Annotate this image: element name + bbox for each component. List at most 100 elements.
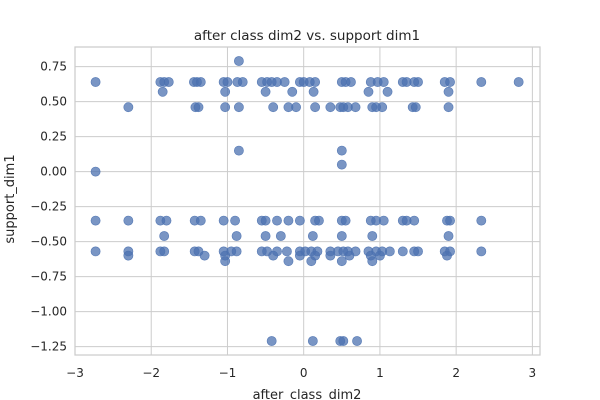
data-point: [90, 215, 101, 226]
data-point: [231, 246, 242, 257]
data-point: [443, 102, 454, 113]
data-point: [294, 215, 305, 226]
data-point: [260, 231, 271, 241]
data-point: [268, 250, 279, 261]
data-point: [308, 86, 319, 97]
chart-title: after class dim2 vs. support dim1: [194, 28, 420, 44]
data-point: [237, 77, 248, 87]
data-points: [90, 56, 524, 346]
data-point: [367, 231, 378, 241]
x-tick-label: 2: [452, 366, 460, 380]
y-tick-label: −1.25: [30, 340, 67, 354]
data-point: [123, 102, 134, 113]
data-point: [195, 215, 206, 226]
data-point: [294, 250, 305, 261]
x-axis-label: after_class_dim2: [253, 388, 362, 400]
data-point: [272, 215, 282, 226]
data-point: [220, 102, 231, 113]
data-point: [476, 246, 487, 257]
data-point: [325, 102, 336, 113]
x-tick-label: 3: [529, 366, 537, 380]
x-tick-label: −1: [219, 366, 237, 380]
data-point: [279, 77, 290, 87]
data-point: [233, 145, 244, 156]
y-tick-label: 0.50: [40, 95, 67, 109]
data-point: [476, 77, 487, 87]
data-point: [382, 86, 393, 97]
data-point: [230, 215, 240, 226]
data-point: [287, 86, 298, 97]
data-point: [307, 231, 318, 241]
data-point: [378, 77, 389, 87]
data-point: [282, 246, 292, 257]
y-tick-label: 0.00: [40, 165, 67, 179]
data-point: [336, 231, 347, 241]
data-point: [90, 246, 101, 257]
data-point: [193, 102, 204, 113]
data-point: [90, 77, 101, 87]
x-tick-label: 1: [376, 366, 384, 380]
x-tick-label: −2: [142, 366, 160, 380]
data-point: [260, 86, 271, 97]
y-tick-label: −1.00: [30, 305, 67, 319]
data-point: [283, 215, 294, 226]
data-point: [233, 102, 244, 113]
data-point: [163, 77, 174, 87]
data-point: [195, 77, 206, 87]
data-point: [283, 256, 294, 267]
data-point: [220, 86, 231, 97]
data-point: [231, 231, 242, 241]
data-point: [476, 215, 487, 226]
data-point: [218, 215, 229, 226]
data-point: [378, 215, 389, 226]
data-point: [367, 256, 378, 267]
y-tick-label: 0.75: [40, 60, 67, 74]
data-point: [123, 250, 134, 261]
data-point: [266, 336, 277, 346]
data-point: [413, 77, 423, 87]
data-point: [310, 102, 321, 113]
data-point: [363, 86, 374, 97]
y-tick-label: −0.50: [30, 235, 67, 249]
data-point: [352, 336, 362, 346]
data-point: [325, 250, 336, 261]
y-tick-label: −0.75: [30, 270, 67, 284]
data-point: [413, 246, 423, 257]
data-point: [310, 77, 321, 87]
data-point: [307, 336, 318, 346]
grid-lines: [74, 47, 540, 355]
x-tick-label: 0: [300, 366, 308, 380]
data-point: [260, 215, 271, 226]
y-tick-label: 0.25: [40, 130, 67, 144]
plot-frame: [74, 46, 541, 356]
y-axis-label: support_dim1: [3, 154, 18, 243]
data-point: [375, 250, 385, 261]
data-point: [513, 77, 524, 87]
x-tick-label: −3: [66, 366, 84, 380]
y-tick-labels: 0.75 0.50 0.25 0.00 −0.25 −0.50 −0.75 −1.00 −1.2…: [30, 60, 67, 354]
data-point: [159, 231, 170, 241]
data-point: [344, 250, 355, 261]
data-point: [220, 256, 231, 267]
data-point: [123, 215, 134, 226]
data-point: [336, 145, 347, 156]
data-point: [233, 56, 244, 66]
data-point: [159, 246, 170, 257]
data-point: [346, 77, 356, 87]
data-point: [222, 77, 233, 87]
data-point: [350, 102, 361, 113]
data-point: [442, 250, 452, 261]
data-point: [314, 215, 324, 226]
data-point: [268, 102, 279, 113]
data-point: [443, 86, 454, 97]
data-point: [340, 215, 351, 226]
data-point: [199, 250, 210, 261]
data-point: [161, 215, 172, 226]
data-point: [336, 256, 347, 267]
data-point: [397, 246, 408, 257]
y-tick-label: −0.25: [30, 200, 67, 214]
data-point: [338, 336, 349, 346]
data-point: [384, 246, 395, 257]
